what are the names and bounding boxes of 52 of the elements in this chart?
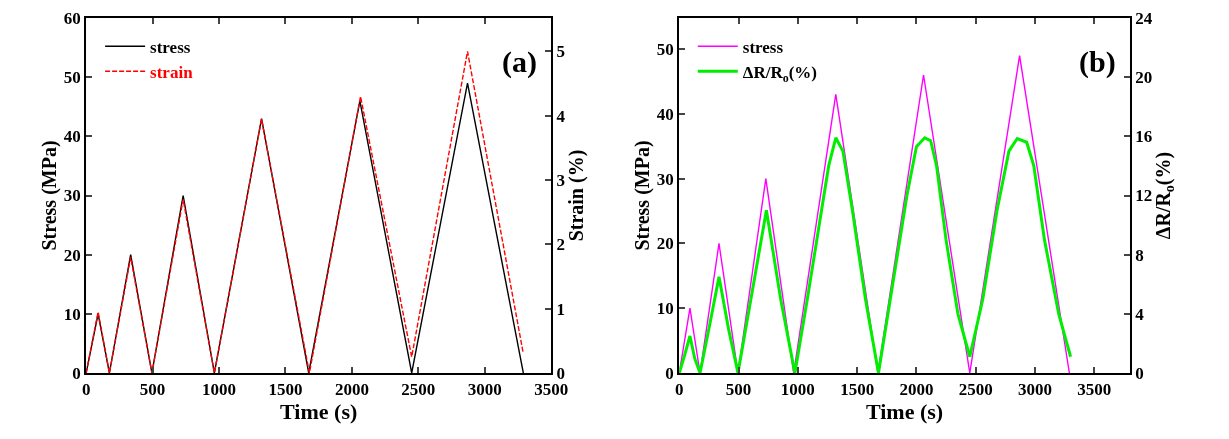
- y-tick-label: 30: [656, 169, 674, 189]
- y-tick-label: 60: [63, 8, 81, 28]
- legend-label: stress: [150, 37, 191, 57]
- x-tick-label: 2500: [401, 380, 436, 400]
- x-tick-label: 1000: [780, 380, 815, 400]
- y2-tick-label: 20: [1135, 68, 1153, 88]
- y-tick-label: 40: [63, 127, 81, 147]
- y2-tick-label: 0: [1135, 363, 1144, 383]
- y2-tick-label: 2: [556, 235, 566, 255]
- y-tick-label: 30: [63, 186, 81, 206]
- x-tick-label: 500: [725, 380, 752, 400]
- y-tick-label: 20: [63, 245, 81, 265]
- y2-tick-label: 1: [556, 299, 566, 319]
- y2-tick-label: 4: [1135, 304, 1145, 324]
- x-tick-label: 2000: [334, 380, 369, 400]
- y2-tick-label: 16: [1135, 127, 1153, 147]
- x-axis-title: Time (s): [865, 399, 944, 425]
- x-tick-label: 1000: [202, 380, 237, 400]
- y2-tick-label: 12: [1135, 186, 1153, 206]
- y-tick-label: 0: [72, 363, 81, 383]
- annotation: (a): [502, 45, 537, 79]
- y2-axis-title: Strain (%): [565, 149, 589, 242]
- y2-tick-label: 3: [556, 171, 566, 191]
- y2-tick-label: 24: [1135, 8, 1153, 28]
- x-tick-label: 3000: [1017, 380, 1052, 400]
- x-tick-label: 500: [139, 380, 166, 400]
- y-axis-title: Stress (MPa): [630, 140, 654, 251]
- legend-label: stress: [742, 37, 784, 57]
- y-tick-label: 20: [656, 234, 674, 254]
- x-axis-title: Time (s): [280, 399, 358, 425]
- x-tick-label: 3000: [467, 380, 502, 400]
- y2-tick-label: 5: [556, 42, 566, 62]
- y-tick-label: 50: [63, 68, 81, 88]
- y-tick-label: 50: [656, 40, 674, 60]
- y2-tick-label: 4: [556, 106, 566, 126]
- y2-tick-label: 8: [1135, 245, 1144, 265]
- line-series: [679, 136, 1073, 373]
- y-axis-title: Stress (MPa): [37, 140, 61, 251]
- x-tick-label: 1500: [268, 380, 303, 400]
- legend-label: strain: [150, 62, 194, 82]
- y2-tick-label: 0: [556, 363, 566, 383]
- y-tick-label: 10: [656, 299, 674, 319]
- x-tick-label: 2500: [958, 380, 993, 400]
- annotation: (b): [1079, 45, 1116, 79]
- y-tick-label: 0: [665, 363, 674, 383]
- x-tick-label: 2000: [899, 380, 934, 400]
- y-tick-label: 10: [63, 304, 81, 324]
- x-tick-label: 3500: [534, 380, 569, 400]
- y-tick-label: 40: [656, 104, 674, 124]
- x-tick-label: 3500: [1077, 380, 1112, 400]
- legend-label: ΔR/R$_{o}$(%): [742, 62, 818, 85]
- x-tick-label: 1500: [840, 380, 875, 400]
